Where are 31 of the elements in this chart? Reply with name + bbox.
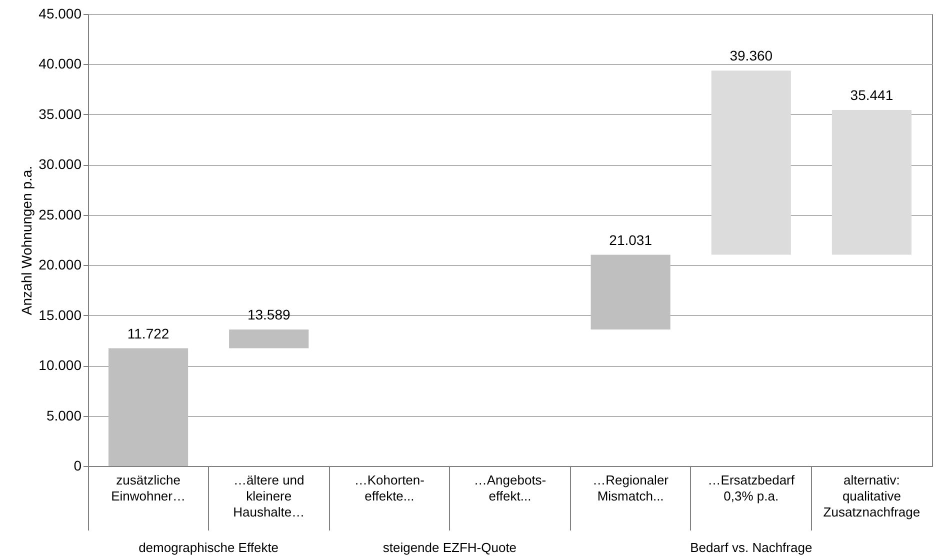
y-tick-label: 20.000 [38,256,82,273]
data-label: 13.589 [247,306,290,323]
y-tick-label: 45.000 [38,6,82,22]
bar [711,70,791,255]
x-tick-label: …Kohorten- effekte... [354,472,424,504]
y-tick-label: 15.000 [38,306,82,323]
x-tick-label: …ältere und kleinere Haushalte… [233,472,305,520]
text: steigende EZFH-Quote [382,540,518,555]
bar [832,110,912,255]
y-axis-title: Anzahl Wohnungen p.a. [18,166,35,316]
text: Bedarf vs. Nachfrage [689,540,814,555]
y-tick-label: 30.000 [38,156,82,172]
x-tick-label: …Regionaler Mismatch... [592,472,670,504]
data-label: 35.441 [850,87,894,104]
y-tick-label: 0 [74,458,82,474]
y-tick-label: 35.000 [38,106,82,122]
x-tick-label: alternativ: qualitative Zusatznachfrage [823,472,920,520]
bar [590,254,670,330]
bar [108,348,188,466]
y-tick-label: 25.000 [38,206,82,222]
bar [229,330,309,348]
x-tick-label: …Ersatzbedarf 0,3% p.a. [708,472,795,504]
x-tick-label: …Angebots- effekt... [474,472,546,504]
data-label: 21.031 [609,232,652,248]
text: demographische Effekte [138,540,280,555]
x-tick-label: zusätzliche Einwohner… [111,472,186,504]
data-label: 11.722 [127,325,170,342]
y-tick-label: 40.000 [38,56,82,72]
y-tick-label: 10.000 [38,357,82,374]
y-tick-label: 5.000 [46,407,82,424]
data-label: 39.360 [730,48,773,64]
